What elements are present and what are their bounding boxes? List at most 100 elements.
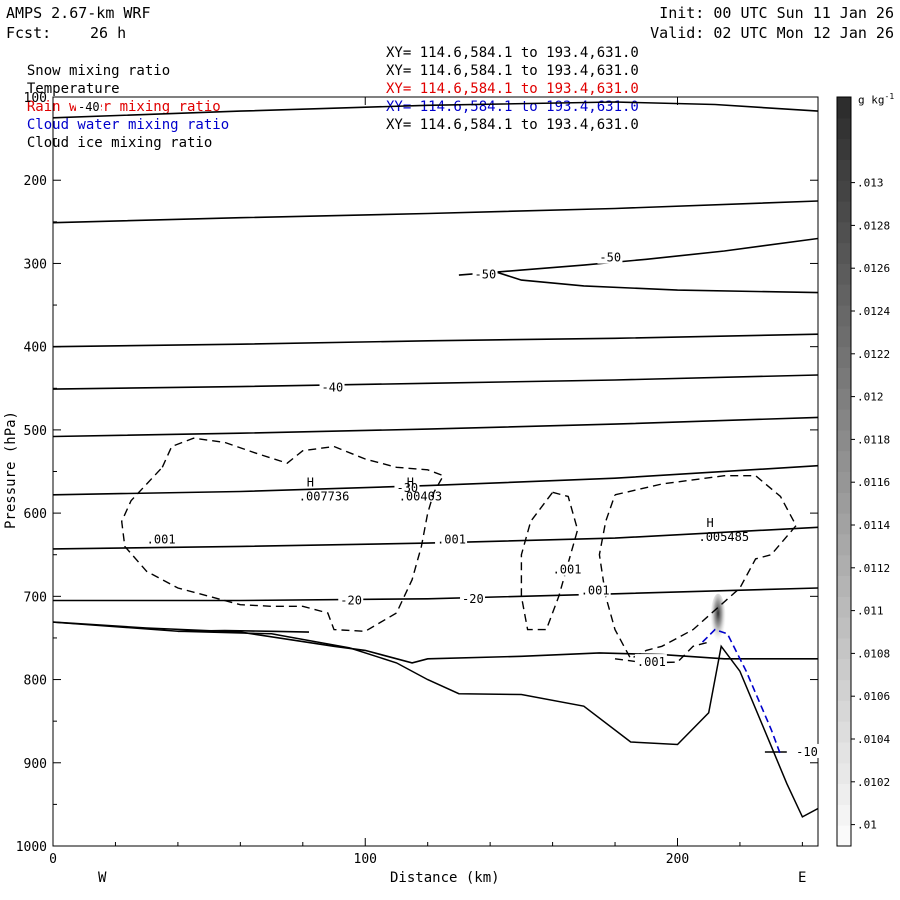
colorbar-tick-label: .01 (857, 819, 877, 832)
y-tick-label: 100 (24, 91, 47, 106)
y-tick-label: 500 (24, 424, 47, 439)
colorbar-frame (836, 96, 852, 847)
y-tick-label: 1000 (16, 840, 47, 855)
colorbar-tick-label: .0114 (857, 519, 890, 532)
colorbar-segment (837, 575, 851, 597)
direction-east: E (798, 870, 807, 886)
temperature-contour-label-bg (472, 266, 498, 281)
colorbar-segment (837, 117, 851, 140)
model-title: AMPS 2.67-km WRF (6, 4, 151, 22)
y-tick-label: 600 (24, 507, 47, 522)
colorbar-tick-label: .0102 (857, 776, 890, 789)
snow-contour-label: .001 (147, 533, 176, 547)
snow-max-marker: H (407, 475, 414, 489)
colorbar-segment (837, 263, 851, 285)
colorbar-tick-label: .0122 (857, 348, 890, 361)
temperature-contour (53, 621, 818, 664)
temperature-contour (53, 464, 818, 496)
field-name: Cloud water mixing ratio (26, 117, 230, 133)
colorbar-tick-label: .0116 (857, 476, 890, 489)
temperature-contour-label: -40 (78, 100, 100, 114)
snow-contour-label: .001 (637, 655, 666, 669)
snow-contour-label: .001 (437, 533, 466, 547)
colorbar-segment (837, 367, 851, 389)
colorbar-tick-label: .0112 (857, 562, 890, 575)
snow-contour-label: .001 (553, 563, 582, 577)
field-xy-cloud-water: XY= 114.6,584.1 to 193.4,631.0 (386, 99, 639, 115)
colorbar-tick-label: .011 (857, 605, 884, 618)
colorbar-segment (837, 721, 851, 743)
temperature-contour-label: -10 (796, 745, 818, 759)
temperature-contour-label-bg (794, 743, 820, 758)
field-name: Cloud ice mixing ratio (26, 135, 213, 151)
colorbar-segment (837, 492, 851, 514)
colorbar-segment (837, 513, 851, 535)
colorbar-segment (837, 617, 851, 639)
field-xy-cloud-ice: XY= 114.6,584.1 to 193.4,631.0 (386, 117, 639, 133)
colorbar-segment (837, 242, 851, 264)
forecast-hour: 26 h (90, 24, 127, 42)
colorbar-tick-label: .0128 (857, 219, 890, 232)
colorbar-segment (837, 596, 851, 618)
temperature-contour-label: -20 (462, 592, 484, 606)
colorbar-segment (837, 554, 851, 577)
colorbar-segment (837, 741, 851, 764)
temperature-contour-label-bg (394, 480, 420, 495)
field-row-snow: Snow mixing ratio (10, 44, 170, 80)
direction-west: W (98, 870, 107, 886)
temperature-contour (489, 269, 818, 294)
colorbar-unit-base: g kg (858, 93, 885, 107)
y-tick-label: 800 (24, 674, 47, 689)
y-tick-label: 700 (24, 590, 47, 605)
colorbar-segment (837, 409, 851, 431)
temperature-contour-label: -40 (322, 380, 344, 394)
colorbar-segment (837, 700, 851, 722)
field-row-cloud-water: Cloud water mixing ratio (10, 98, 229, 134)
temperature-contour (53, 200, 818, 224)
colorbar-tick-label: .0106 (857, 690, 890, 703)
colorbar-tick-label: .0104 (857, 733, 890, 746)
snow-contour (120, 437, 445, 633)
y-tick-label: 900 (24, 757, 47, 772)
x-axis-label: Distance (km) (390, 870, 500, 886)
field-xy-rain: XY= 114.6,584.1 to 193.4,631.0 (386, 81, 639, 97)
y-axis-label: Pressure (hPa) (3, 411, 19, 530)
temperature-contour-label: -50 (599, 251, 621, 265)
field-row-temperature: Temperature (10, 62, 120, 98)
y-tick-label: 400 (24, 341, 47, 356)
forecast-label: Fcst: (6, 24, 52, 42)
field-name: Temperature (26, 81, 120, 97)
temperature-contour (53, 101, 818, 119)
snow-max-value: .005485 (698, 530, 749, 544)
colorbar-segment (837, 221, 851, 244)
terrain-line (53, 621, 818, 818)
snow-shading-peak (710, 593, 727, 650)
colorbar-segment (837, 658, 851, 681)
temperature-contour-label: -50 (475, 267, 497, 281)
colorbar-tick-label: .013 (857, 177, 884, 190)
snow-contour (598, 475, 797, 660)
temperature-contour (53, 587, 818, 602)
colorbar-segment (837, 388, 851, 410)
temperature-contour-label-bg (597, 249, 623, 264)
field-xy-temperature: XY= 114.6,584.1 to 193.4,631.0 (386, 63, 639, 79)
colorbar-segment (837, 637, 851, 660)
field-xy-snow: XY= 114.6,584.1 to 193.4,631.0 (386, 45, 639, 61)
temperature-contour (53, 333, 818, 348)
colorbar-unit: g kg-1 (858, 92, 894, 107)
colorbar-segment (837, 762, 851, 785)
colorbar-segment (837, 429, 851, 452)
temperature-contour (53, 374, 818, 390)
colorbar-segment (837, 679, 851, 701)
colorbar-segment (837, 305, 851, 327)
temperature-contour-label: -30 (396, 481, 418, 495)
y-tick-label: 200 (24, 174, 47, 189)
colorbar-segment (837, 284, 851, 306)
temperature-contour-label-bg (460, 590, 486, 605)
colorbar-segment (837, 783, 851, 805)
colorbar-unit-exp: -1 (884, 92, 895, 101)
temperature-contour-label: -20 (340, 593, 362, 607)
x-tick-label: 0 (49, 852, 57, 867)
x-tick-label: 100 (354, 852, 377, 867)
